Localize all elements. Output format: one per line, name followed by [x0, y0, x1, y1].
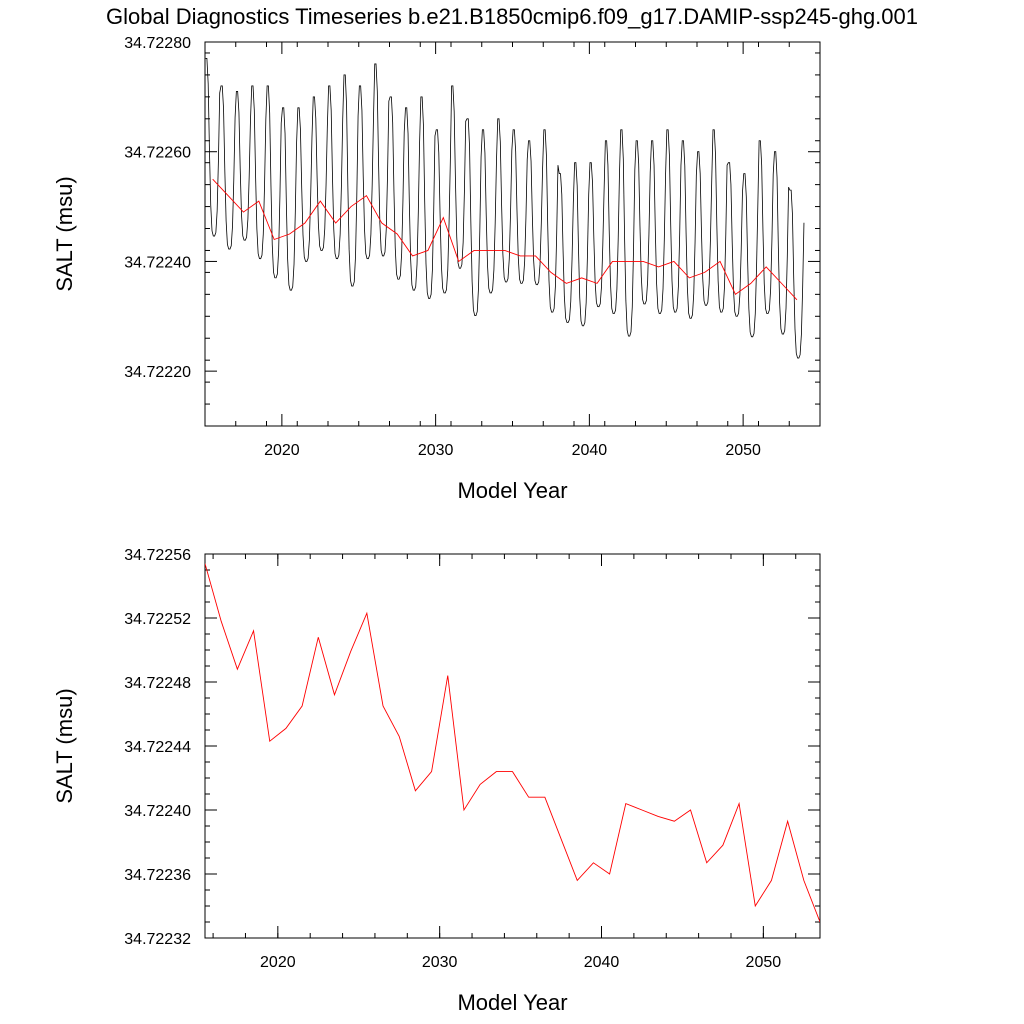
x-tick-label: 2040	[572, 442, 608, 459]
y-axis-title: SALT (msu)	[52, 688, 77, 803]
y-tick-label: 34.72260	[124, 145, 191, 162]
top-timeseries-panel: 34.72220 34.72240 34.72260 34.72280 2020 2030…	[52, 35, 821, 503]
x-tick-label: 2020	[260, 954, 296, 971]
y-tick-label: 34.72252	[124, 611, 191, 628]
y-tick-label: 34.72244	[124, 739, 191, 756]
page-title: Global Diagnostics Timeseries b.e21.B185…	[105, 4, 918, 29]
annual-mean-line	[212, 178, 798, 301]
x-axis-title: Model Year	[457, 990, 567, 1015]
y-tick-label: 34.72236	[124, 867, 191, 884]
x-tick-label: 2030	[422, 954, 458, 971]
y-axis-title: SALT (msu)	[52, 176, 77, 291]
y-tick-label: 34.72280	[124, 35, 191, 52]
x-tick-label: 2040	[584, 954, 620, 971]
plot-frame	[204, 41, 821, 427]
y-tick-label: 34.72220	[124, 364, 191, 381]
y-tick-label: 34.72232	[124, 931, 191, 948]
monthly-series-line	[205, 58, 805, 359]
annual-mean-line	[205, 563, 820, 923]
x-tick-label: 2030	[418, 442, 454, 459]
x-tick-label: 2050	[725, 442, 761, 459]
y-tick-label: 34.72240	[124, 254, 191, 271]
bottom-annual-mean-panel: 34.72232 34.72236 34.72240 34.72244 34.72248…	[52, 547, 821, 1015]
y-tick-label: 34.72240	[124, 803, 191, 820]
x-tick-label: 2020	[264, 442, 300, 459]
y-tick-label: 34.72248	[124, 675, 191, 692]
plot-frame	[204, 553, 821, 939]
y-tick-label: 34.72256	[124, 547, 191, 564]
x-tick-label: 2050	[746, 954, 782, 971]
x-axis-title: Model Year	[457, 478, 567, 503]
